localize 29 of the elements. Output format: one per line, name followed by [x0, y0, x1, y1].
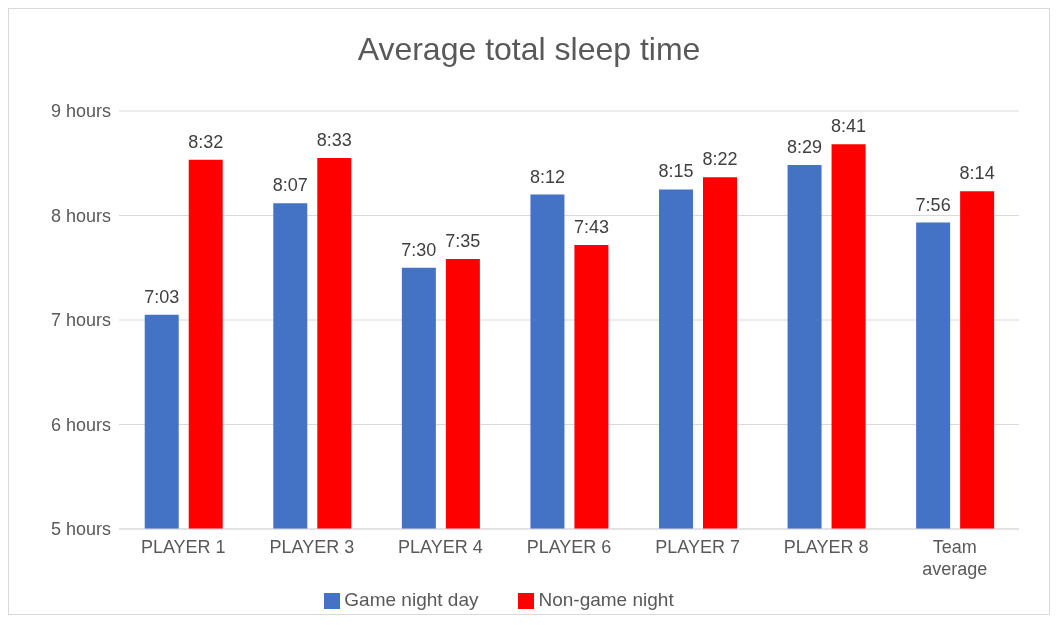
data-label: 8:12 [529, 166, 565, 187]
data-label: 7:30 [401, 239, 437, 260]
data-label: 8:22 [702, 149, 738, 170]
x-tick-label: PLAYER 3 [269, 537, 355, 557]
data-label: 7:03 [144, 286, 180, 307]
data-label: 8:33 [316, 130, 352, 151]
y-tick-label: 7 hours [50, 310, 111, 331]
data-label: 8:41 [831, 116, 867, 137]
y-tick-label: 9 hours [50, 101, 111, 122]
x-tick-label: PLAYER 7 [655, 537, 740, 557]
chart-title: Average total sleep time [356, 30, 702, 69]
data-label: 8:07 [272, 175, 308, 196]
data-label: 7:56 [915, 194, 951, 215]
x-tick-label: PLAYER 4 [398, 537, 483, 557]
x-tick-label: PLAYER 1 [140, 537, 226, 557]
legend-label: Non-game night [538, 589, 674, 610]
data-label: 8:29 [787, 137, 823, 158]
y-tick-label: 5 hours [50, 519, 111, 540]
data-label: 8:32 [188, 131, 224, 152]
legend-label: Game night day [344, 589, 479, 610]
y-tick-label: 8 hours [50, 205, 111, 226]
x-tick-label: PLAYER 6 [526, 537, 612, 557]
data-label: 8:15 [658, 161, 694, 182]
x-tick-label: PLAYER 8 [783, 537, 869, 557]
y-tick-label: 6 hours [50, 414, 111, 435]
x-tick-label: Team average [922, 537, 988, 579]
data-label: 7:35 [445, 231, 481, 252]
data-label: 8:14 [959, 163, 995, 184]
data-label: 7:43 [573, 217, 609, 238]
